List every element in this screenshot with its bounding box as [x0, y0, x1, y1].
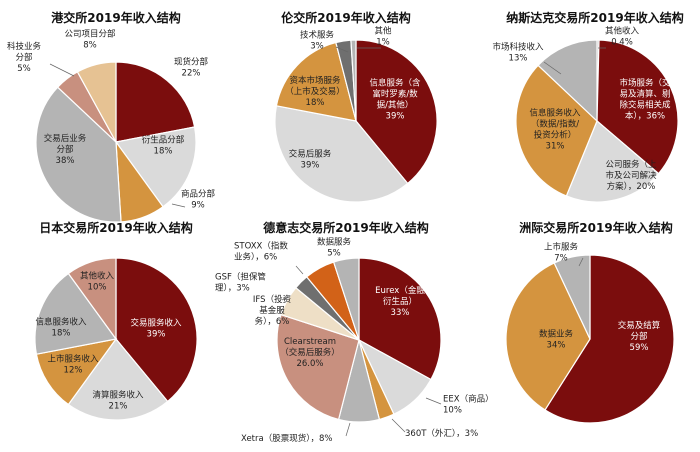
slice-label: 商品分部 9% [181, 189, 216, 211]
slice-label: 交易后业务分部 38% [44, 133, 87, 166]
slice-label: 公司服务（上市及公司解决方案），20% [605, 159, 657, 192]
leader-line [295, 265, 304, 275]
slice-label: 交易服务收入 39% [130, 318, 182, 340]
chart-title: 德意志交易所2019年收入结构 [263, 220, 428, 235]
slice-label: 信息服务（含富时罗素/数据/其他） 39% [369, 78, 421, 122]
slice-label: 市场科技收入 13% [492, 42, 544, 64]
pie-slice [115, 61, 196, 143]
slice-label: EEX（商品） 10% [443, 394, 494, 416]
leader-line [171, 203, 186, 208]
slice-label: 交易后服务 39% [289, 149, 332, 171]
slice-label: 数据服务 5% [317, 237, 352, 259]
slice-label: 信息服务收入 18% [35, 317, 87, 339]
pie-slice [34, 272, 118, 355]
pie-slice [358, 257, 442, 381]
pie-slice [505, 262, 591, 411]
slice-label: 清算服务收入 21% [92, 390, 144, 412]
pie-slice [274, 105, 409, 203]
pie-slice [114, 126, 197, 208]
slice-label: Eurex（金融衍生品） 33% [375, 285, 425, 318]
pie-slice [332, 257, 360, 341]
leader-line [345, 422, 351, 437]
leader-line [391, 418, 406, 433]
slice-label: 衍生品分部 18% [142, 135, 185, 157]
slice-label: STOXX（指数业务），6% [234, 241, 288, 263]
pie-slice [355, 39, 438, 185]
slice-label: 科技业务分部 5% [7, 41, 42, 74]
pie-slice [76, 61, 117, 143]
leader-line [425, 397, 442, 405]
pie-slice [275, 41, 357, 122]
pie-slice [276, 313, 360, 421]
leader-line [578, 257, 584, 267]
pie-slice [553, 254, 591, 340]
slice-label: 市场服务（交易及清算、剔除交易相关成本），36% [619, 78, 671, 122]
slice-label: 其他 1% [374, 26, 392, 48]
slice-label: 上市服务收入 12% [47, 354, 99, 376]
pie-slice [515, 64, 598, 197]
slice-label: 数据业务 34% [539, 329, 574, 351]
slice-label: Xetra（股票现货），8% [241, 433, 332, 444]
pie-slice [35, 86, 122, 223]
slice-label: 技术服务 3% [300, 30, 335, 52]
pie-slice [537, 39, 598, 123]
slice-label: 现货分部 22% [174, 57, 209, 79]
slice-label: 360T（外汇），3% [405, 428, 478, 439]
slice-label: 上市服务 7% [544, 242, 579, 264]
slice-label: 其他收入 10% [80, 271, 115, 293]
chart-title: 日本交易所2019年收入结构 [39, 220, 192, 235]
leader-line [335, 46, 349, 53]
leader-line [281, 296, 289, 301]
pie-chart-5: 德意志交易所2019年收入结构 Eurex（金融衍生品） 33% EEX（商品） 10%… [215, 220, 494, 444]
leader-line [543, 61, 562, 75]
slice-label: 其他收入 0.4% [605, 26, 640, 48]
chart-title: 伦交所2019年收入结构 [281, 10, 410, 25]
pie-slice [350, 39, 357, 122]
pie-slice [67, 338, 169, 421]
pie-slice [67, 257, 117, 341]
slice-label: Clearstream （交易后服务） 26.0% [280, 337, 340, 369]
pie-slice [596, 39, 679, 175]
slice-label: IFS（投资基金服务），6% [253, 294, 292, 327]
leader-line [49, 63, 75, 77]
pie-slice [544, 254, 675, 424]
slice-label: GSF（担保管理），3% [215, 272, 266, 294]
slice-label: 公司项目分部 8% [64, 29, 116, 51]
slice-label: 信息服务收入（数据/指数/投资分析） 31% [529, 108, 581, 152]
pie-slice [35, 338, 118, 406]
slice-label: 资本市场服务（上市及交易） 18% [285, 75, 345, 108]
pie-slice [115, 257, 198, 403]
chart-title: 洲际交易所2019年收入结构 [519, 220, 672, 235]
chart-title: 港交所2019年收入结构 [51, 10, 180, 25]
chart-title: 纳斯达克交易所2019年收入结构 [506, 10, 683, 25]
slice-label: 交易及结算分部 59% [618, 320, 661, 353]
pie-slice [565, 120, 660, 203]
